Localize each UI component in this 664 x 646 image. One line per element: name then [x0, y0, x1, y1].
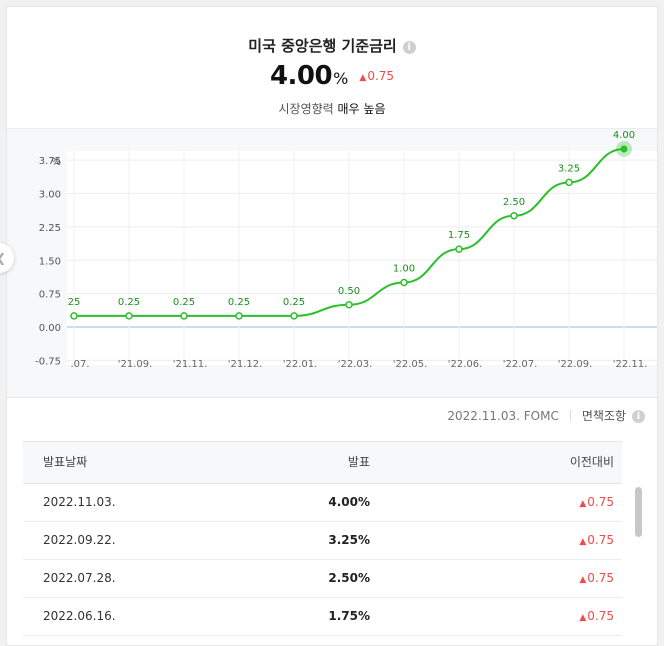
- data-label: 1.00: [393, 264, 415, 275]
- data-label: 0.25: [118, 297, 140, 308]
- up-triangle-icon: ▲: [579, 613, 587, 623]
- row-change-value: 0.75: [587, 533, 614, 547]
- data-point: [620, 145, 628, 153]
- x-tick-label: '21.09.: [118, 359, 153, 370]
- rate-unit: %: [333, 69, 349, 88]
- data-label: 0.25: [228, 297, 250, 308]
- y-axis-unit: %: [51, 157, 61, 168]
- influence-value: 매우 높음: [337, 102, 386, 116]
- row-date: 2022.06.16.: [43, 609, 116, 623]
- y-tick-label: -0.75: [35, 356, 61, 367]
- y-tick-label: 0.75: [39, 290, 61, 301]
- table-header: 발표날짜 발표 이전대비: [23, 441, 622, 484]
- x-tick-label: '22.11.: [613, 359, 648, 370]
- x-tick-label: '22.06.: [448, 359, 483, 370]
- market-influence: 시장영향력 매우 높음: [7, 100, 657, 117]
- x-tick-label: '22.07.: [503, 359, 538, 370]
- row-change: ▲0.75: [579, 598, 614, 637]
- data-label: 3.25: [558, 163, 580, 174]
- data-point: [235, 312, 243, 320]
- indicator-title: 미국 중앙은행 기준금리 i: [7, 35, 657, 56]
- row-value: 4.00%: [328, 495, 370, 509]
- data-point: [70, 312, 78, 320]
- up-triangle-icon: ▲: [579, 537, 587, 547]
- plot-background: [67, 151, 657, 365]
- row-date: 2022.07.28.: [43, 571, 116, 585]
- header-date: 발표날짜: [43, 455, 88, 469]
- table-row: 2022.07.28. 2.50% ▲0.75: [23, 560, 622, 598]
- series-line: [74, 148, 625, 317]
- x-tick-label: '22.03.: [338, 359, 373, 370]
- data-label: 0.25: [173, 297, 195, 308]
- table-row: 2022.11.03. 4.00% ▲0.75: [23, 484, 622, 522]
- row-change-value: 0.75: [587, 609, 614, 623]
- x-tick-label: .07.: [70, 359, 89, 370]
- y-tick-label: 1.50: [39, 256, 61, 267]
- x-tick-label: '21.12.: [228, 359, 263, 370]
- up-triangle-icon: ▲: [359, 73, 367, 83]
- row-change-value: 0.75: [587, 495, 614, 509]
- row-change: ▲0.75: [579, 522, 614, 561]
- disclaimer-link[interactable]: 면책조항: [581, 409, 626, 423]
- y-tick-label: 2.25: [39, 223, 61, 234]
- data-point: [125, 312, 133, 320]
- row-value: 3.25%: [328, 533, 370, 547]
- line-chart-svg: -0.75 0.00 0.75 1.50 2.25 3.00 3.75% .07. '21.09…: [35, 130, 657, 370]
- divider: [569, 410, 571, 421]
- rate-change: ▲0.75: [359, 69, 394, 83]
- history-table: 발표날짜 발표 이전대비 2022.11.03. 4.00% ▲0.75 202…: [23, 441, 622, 636]
- influence-label: 시장영향력: [278, 102, 334, 116]
- data-point: [510, 212, 518, 220]
- table-row: 2022.06.16. 1.75% ▲0.75: [23, 598, 622, 636]
- data-label: 0.50: [338, 286, 360, 297]
- data-point: [400, 278, 408, 287]
- data-point: [565, 178, 573, 187]
- title-text: 미국 중앙은행 기준금리: [248, 37, 397, 55]
- data-label: 25: [68, 297, 81, 308]
- chart-prev-button[interactable]: ❮: [0, 243, 14, 273]
- up-triangle-icon: ▲: [579, 575, 587, 585]
- row-change: ▲0.75: [579, 560, 614, 599]
- row-value: 2.50%: [328, 571, 370, 585]
- rate-chart: -0.75 0.00 0.75 1.50 2.25 3.00 3.75% .07. '21.09…: [7, 128, 657, 398]
- x-tick-label: '22.05.: [393, 359, 428, 370]
- x-tick-label: '22.09.: [558, 359, 593, 370]
- table-scrollbar[interactable]: [635, 487, 642, 537]
- data-point: [455, 245, 463, 253]
- source-text: 2022.11.03. FOMC: [447, 409, 559, 423]
- rate-card: 미국 중앙은행 기준금리 i 4.00% ▲0.75 시장영향력 매우 높음 -0…: [6, 6, 658, 646]
- table-row: 2022.09.22. 3.25% ▲0.75: [23, 522, 622, 560]
- y-tick-label: 0.00: [39, 323, 61, 334]
- x-tick-label: '22.01.: [283, 359, 318, 370]
- chart-meta: 2022.11.03. FOMC 면책조항 i: [447, 407, 645, 424]
- row-value: 1.75%: [328, 609, 370, 623]
- data-label: 1.75: [448, 230, 470, 241]
- chevron-left-icon: ❮: [0, 251, 6, 265]
- rate-value: 4.00: [269, 61, 333, 91]
- data-point: [290, 312, 298, 320]
- x-tick-label: '21.11.: [173, 359, 208, 370]
- row-date: 2022.11.03.: [43, 495, 116, 509]
- data-point: [180, 312, 188, 320]
- data-label: 4.00: [613, 130, 635, 141]
- row-change-value: 0.75: [587, 571, 614, 585]
- data-point: [345, 301, 353, 309]
- y-tick-label: 3.00: [39, 190, 61, 201]
- row-date: 2022.09.22.: [43, 533, 116, 547]
- header-value: 발표: [347, 455, 370, 469]
- data-label: 2.50: [503, 197, 525, 208]
- row-change: ▲0.75: [579, 484, 614, 523]
- info-icon[interactable]: i: [632, 410, 645, 423]
- y-tick-label: 3.75: [39, 156, 61, 167]
- rate-row: 4.00% ▲0.75: [7, 61, 657, 91]
- info-icon[interactable]: i: [402, 41, 416, 54]
- data-label: 0.25: [283, 297, 305, 308]
- up-triangle-icon: ▲: [579, 499, 587, 509]
- header-change: 이전대비: [569, 455, 614, 469]
- rate-change-value: 0.75: [367, 69, 395, 83]
